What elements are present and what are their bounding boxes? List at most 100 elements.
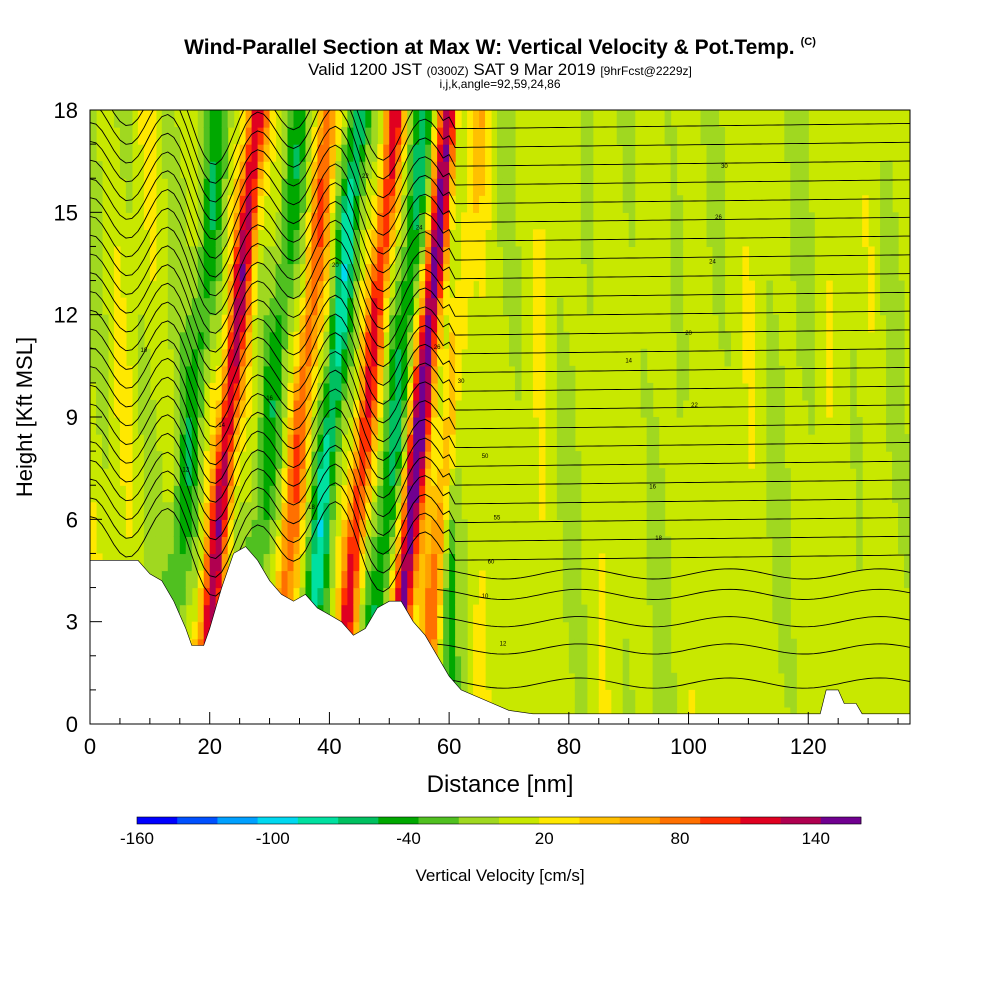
isentrope-label: 18: [655, 536, 662, 542]
velocity-cell: [790, 195, 797, 213]
velocity-cell: [419, 263, 426, 282]
velocity-cell: [622, 127, 630, 145]
colorbar-frame: [136, 816, 862, 825]
velocity-cell: [568, 536, 576, 555]
velocity-cell: [562, 348, 570, 367]
velocity-cell: [239, 297, 247, 316]
velocity-cell: [508, 348, 516, 367]
velocity-cell: [574, 655, 582, 674]
velocity-cell: [287, 536, 295, 555]
velocity-cell: [263, 314, 271, 333]
velocity-cell: [209, 536, 217, 555]
velocity-cell: [850, 399, 857, 418]
velocity-cell: [473, 604, 480, 623]
velocity-cell: [718, 195, 726, 213]
velocity-cell: [287, 519, 295, 537]
velocity-cell: [335, 399, 342, 418]
velocity-cell: [425, 297, 432, 316]
velocity-cell: [359, 195, 366, 213]
velocity-cell: [383, 502, 390, 520]
velocity-cell: [179, 553, 187, 572]
velocity-cell: [365, 587, 372, 606]
velocity-cell: [467, 178, 474, 196]
chart-title: Wind-Parallel Section at Max W: Vertical…: [184, 36, 816, 59]
velocity-cell: [251, 263, 259, 282]
velocity-cell: [203, 212, 211, 230]
velocity-cell: [191, 570, 199, 589]
velocity-cell: [664, 110, 672, 128]
velocity-cell: [419, 144, 426, 162]
velocity-cell: [221, 195, 229, 213]
velocity-cell: [479, 178, 486, 196]
velocity-cell: [676, 314, 684, 333]
colorbar-tick-label: -100: [256, 829, 290, 848]
velocity-cell: [407, 399, 414, 418]
velocity-cell: [179, 417, 187, 435]
velocity-cell: [538, 485, 546, 503]
velocity-cell: [413, 485, 420, 503]
velocity-cell: [664, 553, 672, 572]
velocity-cell: [179, 399, 187, 418]
velocity-cell: [784, 638, 791, 657]
velocity-cell: [347, 587, 354, 606]
velocity-cell: [317, 314, 325, 333]
velocity-cell: [239, 331, 247, 350]
velocity-cell: [538, 246, 546, 265]
velocity-cell: [119, 127, 127, 145]
isentrope-label: 20: [685, 331, 692, 337]
velocity-cell: [622, 655, 630, 674]
velocity-cell: [437, 178, 444, 196]
velocity-cell: [808, 212, 815, 230]
isentrope-contour: [437, 643, 910, 655]
velocity-cell: [377, 178, 384, 196]
velocity-cell: [167, 144, 175, 162]
velocity-cell: [185, 246, 193, 265]
velocity-cell: [239, 110, 247, 128]
velocity-cell: [514, 314, 522, 333]
velocity-cell: [449, 417, 456, 435]
velocity-cell: [341, 195, 348, 213]
velocity-cell: [245, 365, 253, 384]
velocity-cell: [287, 314, 295, 333]
velocity-cell: [173, 229, 181, 248]
velocity-cell: [113, 399, 121, 418]
velocity-cell: [305, 502, 313, 520]
velocity-cell: [461, 621, 468, 640]
velocity-cell: [227, 382, 235, 401]
velocity-cell: [305, 519, 313, 537]
velocity-cell: [95, 348, 103, 367]
velocity-cell: [281, 399, 289, 418]
velocity-cell: [377, 212, 384, 230]
velocity-cell: [431, 229, 438, 248]
velocity-cell: [473, 110, 480, 128]
velocity-cell: [317, 536, 325, 555]
velocity-cell: [335, 536, 342, 555]
velocity-cell: [90, 161, 97, 179]
velocity-cell: [173, 553, 181, 572]
isentrope-contour: [90, 125, 910, 222]
isentrope-label: 50: [482, 454, 489, 460]
velocity-cell: [119, 331, 127, 350]
velocity-cell: [347, 280, 354, 299]
velocity-cell: [371, 365, 378, 384]
velocity-cell: [532, 246, 540, 265]
velocity-cell: [95, 263, 103, 282]
velocity-cell: [209, 451, 217, 469]
velocity-cell: [293, 536, 301, 555]
velocity-cell: [497, 110, 504, 128]
velocity-cell: [281, 314, 289, 333]
velocity-cell: [347, 331, 354, 350]
isentrope-contour: [90, 425, 910, 522]
isentrope-contour: [111, 110, 910, 165]
velocity-cell: [365, 229, 372, 248]
velocity-cell: [311, 263, 319, 282]
velocity-cell: [179, 178, 187, 196]
velocity-cell: [784, 587, 791, 606]
velocity-cell: [479, 229, 486, 248]
velocity-cell: [221, 536, 229, 555]
velocity-cell: [778, 519, 785, 537]
velocity-cell: [461, 314, 468, 333]
velocity-cell: [293, 195, 301, 213]
velocity-cell: [245, 314, 253, 333]
velocity-cell: [748, 365, 755, 384]
